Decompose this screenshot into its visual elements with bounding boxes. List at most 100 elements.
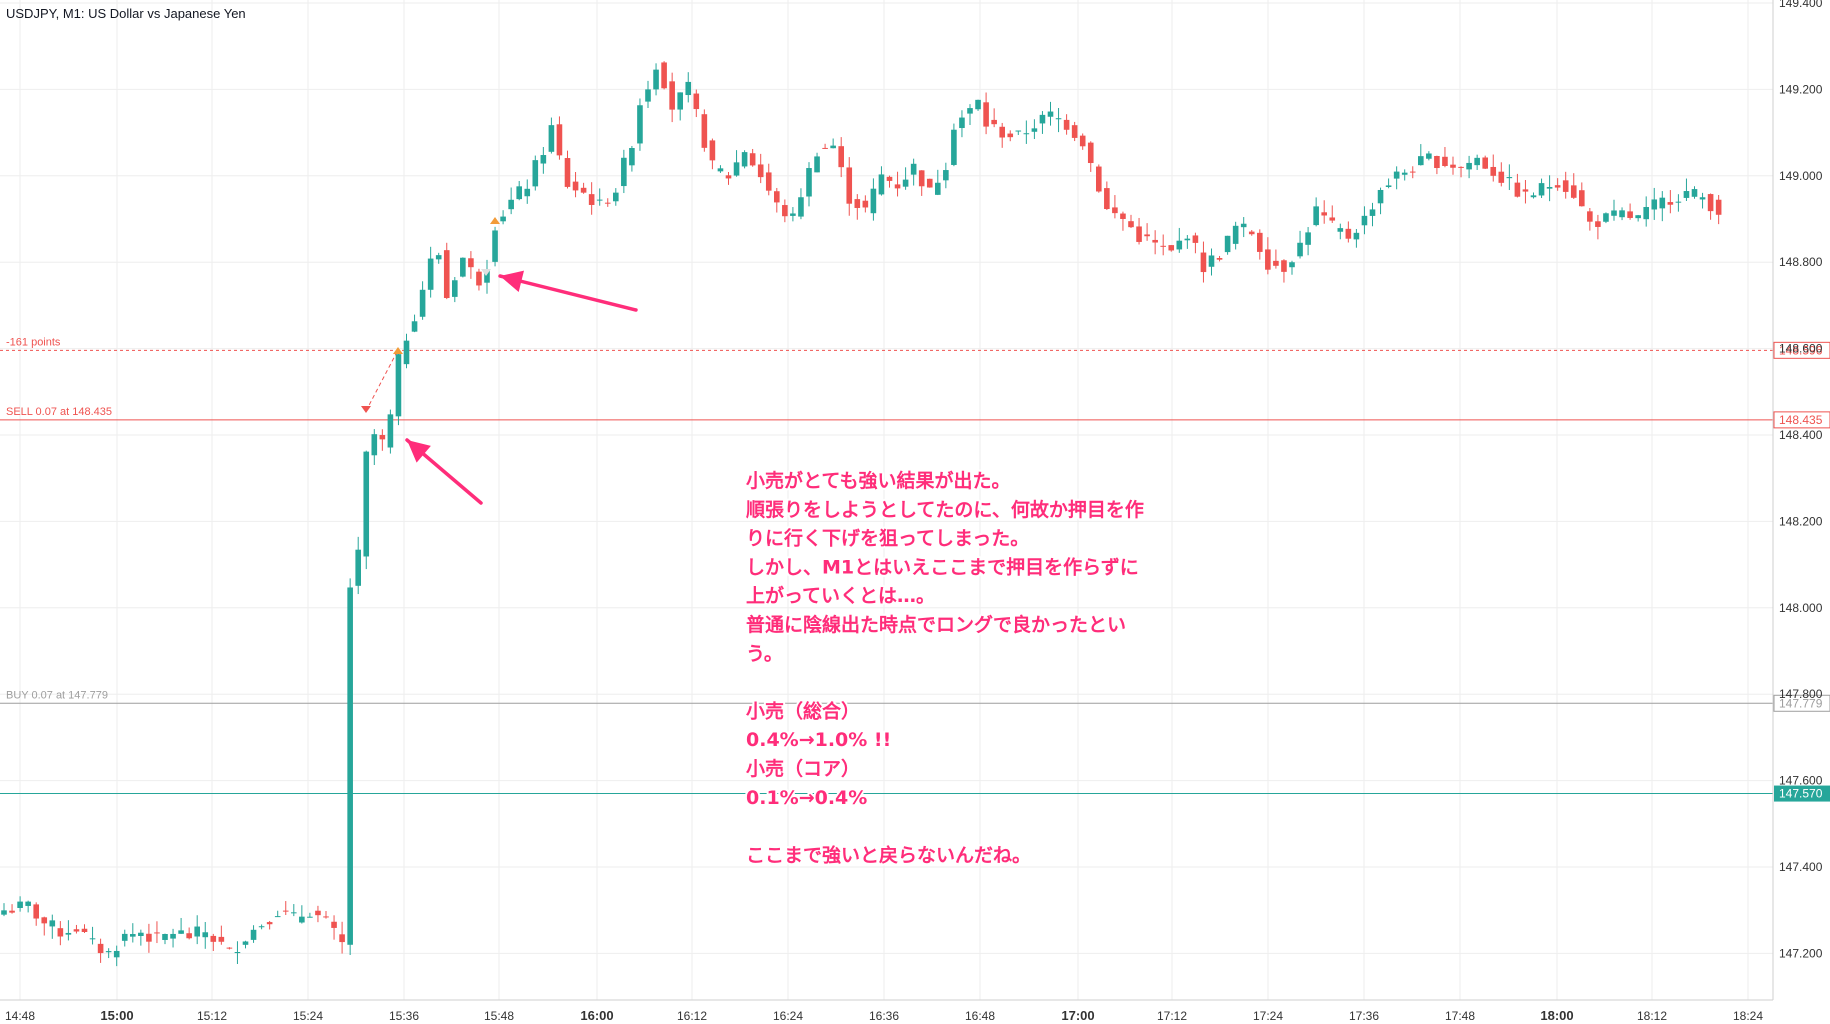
bearish-candle xyxy=(1096,166,1102,192)
bullish-candle xyxy=(1055,118,1062,120)
bearish-candle xyxy=(838,146,844,168)
time-tick-label: 18:24 xyxy=(1733,1009,1763,1023)
time-tick-label: 14:48 xyxy=(5,1009,35,1023)
bullish-candle xyxy=(524,188,531,197)
bullish-candle xyxy=(452,280,458,297)
note-line: りに行く下げを狙ってしまった。 xyxy=(746,527,1029,550)
bullish-candle xyxy=(1184,238,1191,241)
bullish-candle xyxy=(435,255,442,260)
bearish-candle xyxy=(1715,199,1722,215)
bullish-candle xyxy=(492,230,498,262)
chart-title: USDJPY, M1: US Dollar vs Japanese Yen xyxy=(6,6,246,21)
bullish-candle xyxy=(484,269,490,283)
bullish-candle xyxy=(951,129,957,165)
bullish-candle xyxy=(1015,130,1022,132)
bearish-candle xyxy=(661,62,667,89)
bearish-candle xyxy=(999,126,1005,138)
bullish-candle xyxy=(258,926,265,928)
price-level-label: -161 points xyxy=(6,336,61,348)
bearish-candle xyxy=(1192,235,1199,243)
bearish-candle xyxy=(57,928,64,937)
bearish-candle xyxy=(1128,221,1134,228)
bearish-candle xyxy=(572,181,579,191)
bearish-candle xyxy=(564,158,571,187)
price-tick-label: 147.200 xyxy=(1779,946,1823,960)
bullish-candle xyxy=(1385,185,1392,187)
bearish-candle xyxy=(1667,202,1674,205)
bullish-candle xyxy=(1691,189,1698,197)
bearish-candle xyxy=(1321,212,1327,216)
bearish-candle xyxy=(73,929,80,932)
bullish-candle xyxy=(113,950,120,958)
bullish-candle xyxy=(959,117,965,129)
bearish-candle xyxy=(1458,166,1464,168)
bullish-candle xyxy=(130,934,136,937)
bearish-candle xyxy=(1104,188,1110,210)
bullish-candle xyxy=(741,152,748,167)
note-line: 小売がとても強い結果が出た。 xyxy=(746,469,1010,492)
bullish-candle xyxy=(395,354,402,417)
note-line: う。 xyxy=(746,643,783,665)
price-tick-label: 149.000 xyxy=(1779,169,1823,183)
bearish-candle xyxy=(556,124,563,156)
price-level-label: BUY 0.07 at 147.779 xyxy=(6,689,108,701)
bullish-candle xyxy=(806,168,812,197)
bearish-candle xyxy=(1160,245,1166,247)
trade-markers xyxy=(361,217,500,413)
bullish-candle xyxy=(105,951,112,953)
bullish-candle xyxy=(653,69,659,90)
bullish-candle xyxy=(1474,157,1480,166)
time-tick-label: 17:36 xyxy=(1349,1009,1379,1023)
bearish-candle xyxy=(1450,164,1456,168)
bearish-candle xyxy=(266,922,273,925)
bullish-candle xyxy=(1401,172,1408,175)
bullish-candle xyxy=(532,160,539,187)
bullish-candle xyxy=(1530,195,1537,198)
bullish-candle xyxy=(967,108,973,114)
price-tick-label: 147.400 xyxy=(1779,860,1823,874)
bearish-candle xyxy=(862,200,869,208)
bullish-candle xyxy=(1683,191,1690,198)
bullish-candle xyxy=(870,188,877,214)
bullish-candle xyxy=(162,933,168,940)
bullish-candle xyxy=(170,933,176,939)
bearish-candle xyxy=(886,176,893,181)
bearish-candle xyxy=(1329,217,1336,221)
callout-arrow-head xyxy=(500,270,525,293)
bearish-candle xyxy=(709,140,716,161)
bullish-candle xyxy=(508,199,514,210)
bullish-candle xyxy=(548,125,555,152)
bullish-candle xyxy=(274,916,281,918)
bearish-candle xyxy=(1570,185,1577,198)
bearish-candle xyxy=(1579,190,1585,207)
note-line: 0.1%→0.4% xyxy=(746,787,867,809)
time-tick-label: 15:12 xyxy=(197,1009,227,1023)
bullish-candle xyxy=(234,952,241,954)
bearish-candle xyxy=(1200,252,1207,273)
bearish-candle xyxy=(1168,245,1175,251)
bullish-candle xyxy=(403,340,410,365)
bearish-candle xyxy=(9,910,15,913)
bearish-candle xyxy=(1345,228,1352,239)
price-level-label: SELL 0.07 at 148.435 xyxy=(6,406,112,418)
bearish-candle xyxy=(331,921,337,928)
bearish-candle xyxy=(1498,171,1505,183)
bearish-candle xyxy=(468,258,474,268)
bullish-candle xyxy=(347,587,353,945)
bearish-candle xyxy=(33,904,39,919)
bearish-candle xyxy=(1482,157,1488,169)
bullish-candle xyxy=(460,257,466,277)
bearish-candle xyxy=(1063,119,1070,130)
bullish-candle xyxy=(798,197,804,217)
bullish-candle xyxy=(540,155,547,164)
bearish-candle xyxy=(210,935,217,942)
bullish-candle xyxy=(363,451,370,557)
sell-marker xyxy=(361,406,371,413)
bullish-candle xyxy=(943,170,949,181)
bullish-candle xyxy=(596,199,603,201)
bearish-candle xyxy=(854,199,861,208)
time-tick-label: 17:00 xyxy=(1061,1008,1094,1023)
time-tick-label: 15:36 xyxy=(389,1009,419,1023)
